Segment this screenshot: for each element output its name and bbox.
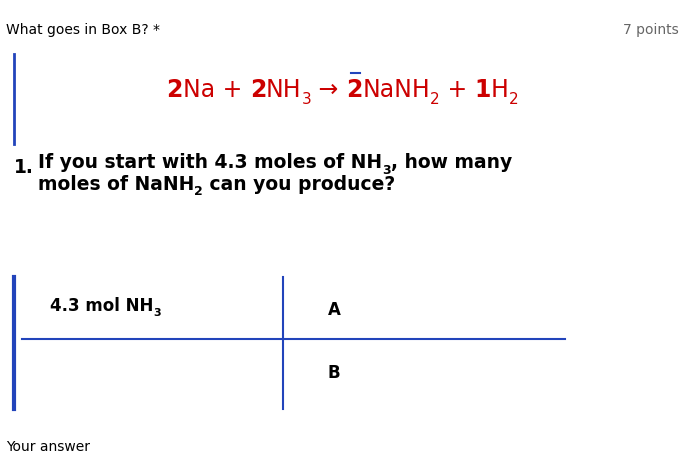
Text: 2: 2 — [346, 78, 362, 102]
Text: can you produce?: can you produce? — [203, 175, 395, 194]
Text: 2: 2 — [195, 185, 203, 198]
Text: H: H — [491, 78, 509, 102]
Text: 7 points: 7 points — [623, 23, 679, 37]
Text: 4.3 mol NH: 4.3 mol NH — [50, 296, 153, 314]
Text: 2: 2 — [509, 92, 519, 107]
Text: 1: 1 — [475, 78, 491, 102]
Text: B: B — [328, 363, 340, 381]
Text: 3: 3 — [153, 307, 161, 317]
Text: Na +: Na + — [183, 78, 250, 102]
Text: 2: 2 — [250, 78, 266, 102]
Text: 1.: 1. — [14, 158, 34, 176]
Text: +: + — [440, 78, 475, 102]
Text: 2: 2 — [166, 78, 183, 102]
Text: A: A — [328, 300, 341, 319]
Text: 2: 2 — [430, 92, 440, 107]
Text: If you start with 4.3 moles of NH: If you start with 4.3 moles of NH — [38, 153, 382, 172]
Text: NH: NH — [266, 78, 301, 102]
Text: NaNH: NaNH — [362, 78, 430, 102]
Text: What goes in Box B? *: What goes in Box B? * — [6, 23, 160, 37]
Text: 3: 3 — [382, 163, 390, 176]
Text: , how many: , how many — [390, 153, 512, 172]
Text: →: → — [312, 78, 346, 102]
Text: Your answer: Your answer — [6, 439, 90, 453]
Text: 3: 3 — [301, 92, 312, 107]
Text: moles of NaNH: moles of NaNH — [38, 175, 195, 194]
